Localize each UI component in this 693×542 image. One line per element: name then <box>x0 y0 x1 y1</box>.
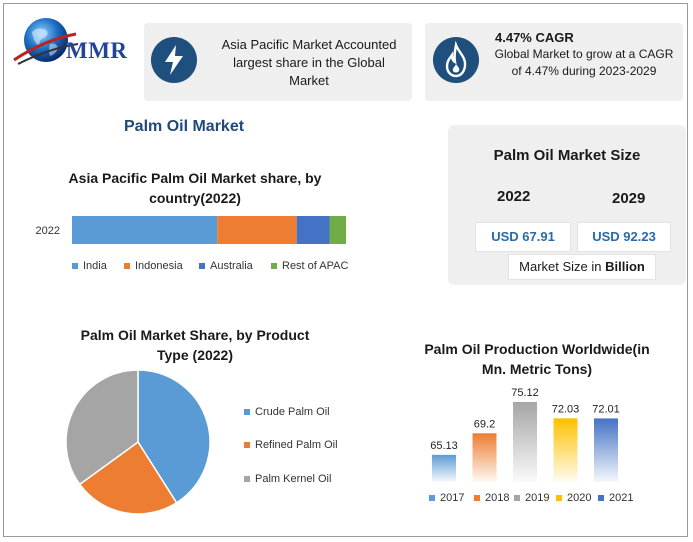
legend-swatch <box>271 263 277 269</box>
production-bar-2018 <box>472 433 497 482</box>
legend-swatch <box>244 442 250 448</box>
production-data-label-2020: 72.03 <box>552 403 580 415</box>
apac-bar-segment-australia <box>296 216 330 244</box>
legend-label: Crude Palm Oil <box>255 406 330 418</box>
legend-label: Refined Palm Oil <box>255 439 338 451</box>
globe-icon <box>13 18 79 65</box>
flame-badge <box>433 37 479 83</box>
production-legend-2018: 2018 <box>474 492 509 504</box>
legend-swatch <box>124 263 130 269</box>
product-pie-title: Palm Oil Market Share, by Product Type (… <box>80 327 310 363</box>
lightning-icon <box>165 45 183 75</box>
legend-label: 2020 <box>567 492 592 504</box>
mmr-logo: MMR <box>10 14 138 78</box>
production-legend-2019: 2019 <box>514 492 549 504</box>
apac-share-card: Asia Pacific Market Accounted largest sh… <box>144 23 412 101</box>
apac-legend-rest-of-apac: Rest of APAC <box>271 260 348 272</box>
cagr-headline: 4.47% CAGR <box>495 30 574 45</box>
legend-swatch <box>244 409 250 415</box>
cagr-text: Global Market to grow at a CAGR of 4.47%… <box>494 47 674 78</box>
product-pie-chart <box>65 369 211 515</box>
legend-label: 2017 <box>440 492 465 504</box>
apac-legend-australia: Australia <box>199 260 253 272</box>
flame-icon <box>445 40 467 78</box>
production-legend-2021: 2021 <box>598 492 633 504</box>
unit-note-prefix: Market Size in <box>519 259 606 274</box>
legend-swatch <box>72 263 78 269</box>
legend-label: India <box>83 260 107 272</box>
pie-legend-palm-kernel-oil: Palm Kernel Oil <box>244 473 331 485</box>
lightning-badge <box>151 37 197 83</box>
market-size-title: Palm Oil Market Size <box>493 147 641 164</box>
legend-swatch <box>474 495 480 501</box>
legend-label: 2018 <box>485 492 510 504</box>
unit-note-bold: Billion <box>605 259 645 274</box>
apac-category-label: 2022 <box>36 225 60 237</box>
apac-legend-india: India <box>72 260 107 272</box>
year-2029-label: 2029 <box>612 190 646 207</box>
apac-share-text: Asia Pacific Market Accounted largest sh… <box>221 37 397 88</box>
legend-swatch <box>244 476 250 482</box>
production-chart-title: Palm Oil Production Worldwide(in Mn. Met… <box>424 341 650 377</box>
pie-legend-refined-palm-oil: Refined Palm Oil <box>244 439 338 451</box>
brand-name: MMR <box>66 38 128 63</box>
production-bar-2019 <box>513 401 537 482</box>
production-data-label-2021: 72.01 <box>592 403 620 415</box>
production-bar-2021 <box>594 418 618 482</box>
page-frame <box>3 3 688 537</box>
page-title: Palm Oil Market <box>124 118 245 135</box>
pie-slice-refined-palm-oil <box>78 440 178 515</box>
legend-swatch <box>429 495 435 501</box>
cagr-card: 4.47% CAGR Global Market to grow at a CA… <box>425 23 683 101</box>
legend-swatch <box>598 495 604 501</box>
legend-label: 2021 <box>609 492 634 504</box>
value-2022: USD 67.91 <box>475 222 571 252</box>
apac-bar-segment-india <box>72 216 218 244</box>
legend-swatch <box>556 495 562 501</box>
apac-bar-segment-rest-of-apac <box>329 216 346 244</box>
year-2022-label: 2022 <box>497 188 531 205</box>
legend-label: Australia <box>210 260 253 272</box>
apac-legend-indonesia: Indonesia <box>124 260 183 272</box>
legend-swatch <box>199 263 205 269</box>
production-data-label-2019: 75.12 <box>511 387 539 399</box>
production-data-label-2018: 69.2 <box>474 418 495 430</box>
pie-slice-palm-kernel-oil <box>65 369 139 486</box>
production-legend-2020: 2020 <box>556 492 591 504</box>
production-bar-chart: 65.13 69.2 75.12 72.03 72.01 <box>430 387 620 482</box>
market-size-unit-note: Market Size in Billion <box>508 254 656 280</box>
legend-swatch <box>514 495 520 501</box>
legend-label: Rest of APAC <box>282 260 349 272</box>
legend-label: 2019 <box>525 492 550 504</box>
apac-bar-segment-indonesia <box>217 216 297 244</box>
production-bar-2017 <box>432 454 456 482</box>
legend-label: Indonesia <box>135 260 183 272</box>
value-2029: USD 92.23 <box>577 222 671 252</box>
apac-chart-title: Asia Pacific Palm Oil Market share, by c… <box>68 170 322 206</box>
production-data-label-2017: 65.13 <box>430 440 458 452</box>
production-bar-2020 <box>553 418 578 482</box>
production-legend-2017: 2017 <box>429 492 464 504</box>
apac-stacked-chart: 2022 <box>36 216 346 244</box>
legend-label: Palm Kernel Oil <box>255 473 332 485</box>
pie-legend-crude-palm-oil: Crude Palm Oil <box>244 406 330 418</box>
